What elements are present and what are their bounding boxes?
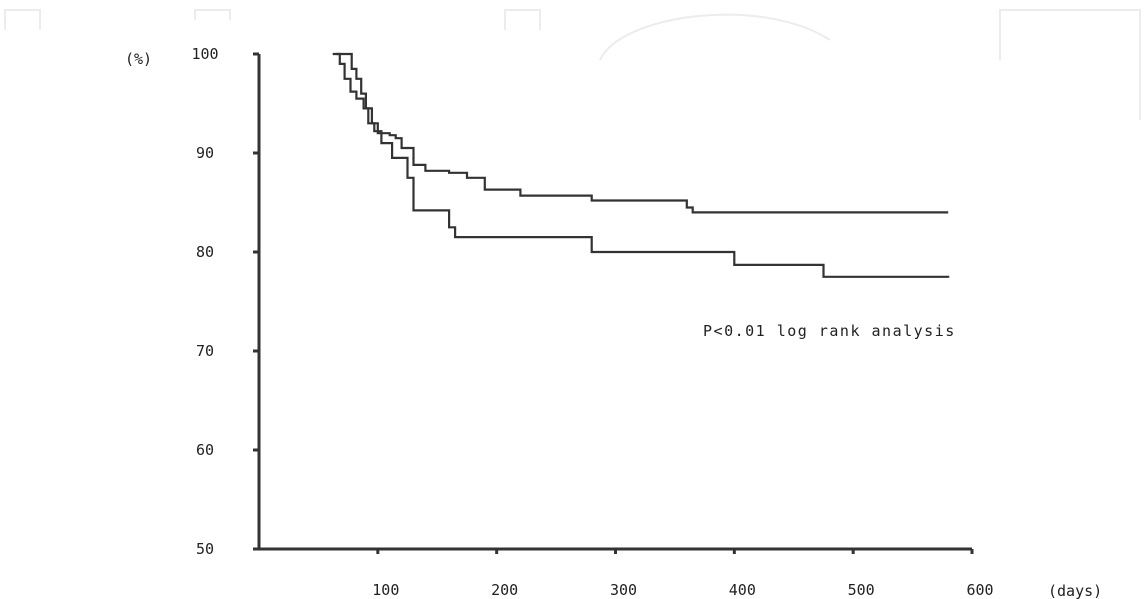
x-tick-label: 500: [848, 581, 875, 599]
x-tick-label: 300: [610, 581, 637, 599]
axes: [257, 54, 972, 551]
y-tick-label: 90: [196, 144, 214, 162]
background-watermark: [4, 9, 1141, 120]
y-axis-unit-label: (%): [125, 50, 152, 68]
y-tick-label: 50: [196, 540, 214, 558]
x-tick-label: 200: [491, 581, 518, 599]
series-layer: [332, 52, 950, 278]
annotation-text: P<0.01 log rank analysis: [703, 322, 956, 340]
x-tick-label: 400: [729, 581, 756, 599]
y-tick-label: 60: [196, 441, 214, 459]
x-axis-unit-label: (days): [1048, 582, 1102, 599]
x-tick-label: 100: [372, 581, 399, 599]
y-tick-label: 70: [196, 342, 214, 360]
survival-curve-1: [336, 52, 949, 214]
ticks: 100 90 80 70 60 50 100 200 300 400 500 600: [191, 45, 993, 599]
x-tick-label: 600: [966, 581, 993, 599]
survival-curve-2: [332, 52, 950, 278]
y-tick-label: 100: [191, 45, 218, 63]
y-tick-label: 80: [196, 243, 214, 261]
